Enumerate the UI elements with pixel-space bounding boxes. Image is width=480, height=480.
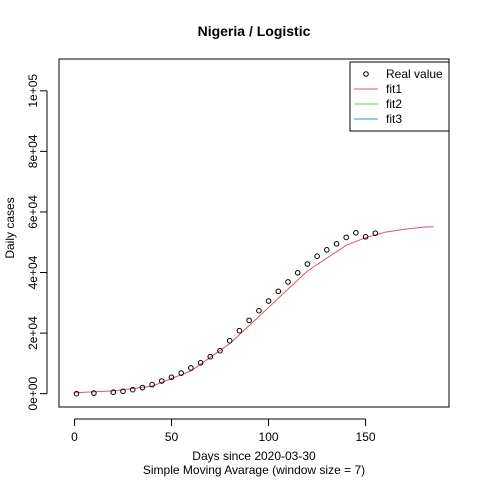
y-axis-label: Daily cases (3, 197, 17, 258)
data-point (372, 230, 379, 236)
data-point (265, 298, 272, 304)
data-point (275, 288, 282, 295)
x-tick-label: 100 (259, 430, 279, 444)
y-tick-label: 6e+04 (26, 195, 40, 229)
data-point (294, 270, 301, 276)
y-tick-label: 2e+04 (26, 316, 40, 350)
y-tick-label: 4e+04 (26, 255, 40, 289)
data-point (159, 378, 165, 384)
data-point (246, 317, 252, 324)
data-point (129, 386, 136, 393)
x-tick-label: 150 (356, 430, 376, 444)
data-point (120, 388, 126, 395)
x-axis: 0 50 100 150 (71, 418, 376, 444)
data-point (285, 279, 291, 285)
data-point (343, 234, 350, 241)
x-tick-label: 0 (71, 430, 78, 444)
legend-marker (363, 71, 369, 77)
data-point (217, 347, 223, 354)
data-point (149, 381, 155, 388)
data-point (226, 337, 233, 344)
legend-label: Real value (386, 67, 443, 81)
legend-label: fit3 (386, 112, 402, 126)
data-point (236, 327, 243, 334)
data-point (178, 370, 184, 376)
data-point (324, 247, 330, 253)
y-tick-label: 8e+04 (26, 134, 40, 168)
series-layer (73, 226, 434, 397)
data-point (91, 390, 97, 396)
legend-label: fit2 (386, 97, 402, 111)
x-tick-label: 50 (165, 430, 179, 444)
y-tick-label: 1e+05 (26, 74, 40, 108)
data-point (207, 353, 214, 360)
chart-title: Nigeria / Logistic (198, 23, 311, 39)
data-point (333, 241, 340, 247)
data-point (362, 234, 369, 240)
legend-label: fit1 (386, 82, 402, 96)
data-point (353, 230, 359, 236)
data-point (197, 360, 204, 366)
data-point (110, 389, 117, 396)
x-axis-label: Days since 2020-03-30 (192, 449, 316, 463)
data-point (314, 253, 320, 260)
x-axis-subtitle: Simple Moving Avarage (window size = 7) (143, 463, 365, 477)
data-point (139, 384, 146, 391)
data-point (188, 365, 194, 371)
data-point (168, 374, 175, 381)
y-axis: 0e+00 2e+04 4e+04 6e+04 8e+04 1e+05 (26, 74, 48, 411)
y-tick-label: 0e+00 (26, 376, 40, 410)
data-point (256, 307, 262, 314)
plot-frame (58, 58, 450, 408)
data-point (304, 261, 311, 267)
data-point (73, 390, 80, 397)
series-line-fit1 (74, 226, 434, 394)
